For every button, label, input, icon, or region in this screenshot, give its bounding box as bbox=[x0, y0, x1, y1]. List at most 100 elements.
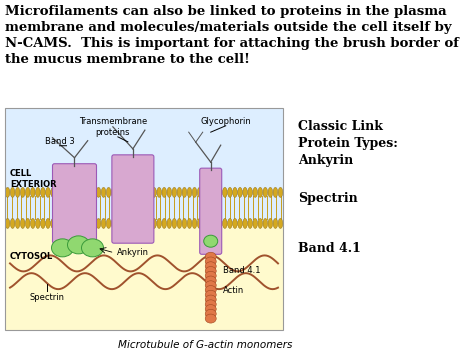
Text: Microfilaments can also be linked to proteins in the plasma
membrane and molecul: Microfilaments can also be linked to pro… bbox=[5, 5, 459, 66]
Ellipse shape bbox=[192, 187, 197, 197]
Ellipse shape bbox=[67, 236, 90, 254]
Ellipse shape bbox=[228, 187, 232, 197]
Ellipse shape bbox=[91, 218, 96, 228]
Ellipse shape bbox=[127, 187, 131, 197]
Ellipse shape bbox=[26, 187, 30, 197]
Ellipse shape bbox=[81, 218, 86, 228]
Ellipse shape bbox=[106, 187, 111, 197]
Ellipse shape bbox=[121, 218, 126, 228]
Text: Band 3: Band 3 bbox=[45, 137, 74, 146]
Ellipse shape bbox=[152, 187, 156, 197]
Ellipse shape bbox=[30, 218, 35, 228]
Ellipse shape bbox=[268, 218, 273, 228]
Ellipse shape bbox=[101, 218, 106, 228]
Text: CYTOSOL: CYTOSOL bbox=[10, 252, 53, 261]
Ellipse shape bbox=[142, 187, 146, 197]
Ellipse shape bbox=[278, 218, 283, 228]
Ellipse shape bbox=[82, 239, 103, 257]
Ellipse shape bbox=[263, 187, 268, 197]
Ellipse shape bbox=[182, 218, 187, 228]
Ellipse shape bbox=[36, 218, 40, 228]
Ellipse shape bbox=[205, 267, 216, 275]
Ellipse shape bbox=[205, 295, 216, 304]
Ellipse shape bbox=[205, 300, 216, 309]
Text: Band 4.1: Band 4.1 bbox=[223, 266, 260, 274]
Ellipse shape bbox=[20, 187, 25, 197]
Ellipse shape bbox=[10, 187, 15, 197]
Ellipse shape bbox=[192, 218, 197, 228]
Text: Spectrin: Spectrin bbox=[298, 192, 358, 205]
Text: Classic Link
Protein Types:
Ankyrin: Classic Link Protein Types: Ankyrin bbox=[298, 120, 398, 167]
Ellipse shape bbox=[56, 187, 60, 197]
Text: Ankyrin: Ankyrin bbox=[117, 248, 148, 257]
FancyBboxPatch shape bbox=[112, 155, 154, 243]
Ellipse shape bbox=[205, 285, 216, 295]
Ellipse shape bbox=[253, 187, 257, 197]
Ellipse shape bbox=[46, 218, 50, 228]
Ellipse shape bbox=[202, 218, 207, 228]
Ellipse shape bbox=[177, 218, 182, 228]
Ellipse shape bbox=[204, 235, 218, 247]
Ellipse shape bbox=[162, 187, 166, 197]
Ellipse shape bbox=[205, 257, 216, 266]
Ellipse shape bbox=[51, 187, 55, 197]
Text: Glycophorin: Glycophorin bbox=[201, 117, 251, 126]
Ellipse shape bbox=[205, 305, 216, 313]
Ellipse shape bbox=[205, 309, 216, 318]
Ellipse shape bbox=[167, 187, 172, 197]
Ellipse shape bbox=[142, 218, 146, 228]
Ellipse shape bbox=[51, 218, 55, 228]
Ellipse shape bbox=[208, 187, 212, 197]
Ellipse shape bbox=[127, 218, 131, 228]
Ellipse shape bbox=[71, 187, 75, 197]
Ellipse shape bbox=[111, 218, 116, 228]
Ellipse shape bbox=[91, 187, 96, 197]
Ellipse shape bbox=[52, 239, 73, 257]
Text: Spectrin: Spectrin bbox=[29, 293, 64, 302]
Ellipse shape bbox=[15, 187, 20, 197]
Ellipse shape bbox=[101, 187, 106, 197]
Ellipse shape bbox=[223, 218, 227, 228]
Ellipse shape bbox=[182, 187, 187, 197]
Ellipse shape bbox=[132, 187, 136, 197]
Ellipse shape bbox=[86, 218, 91, 228]
Ellipse shape bbox=[41, 218, 45, 228]
Ellipse shape bbox=[218, 218, 222, 228]
Ellipse shape bbox=[212, 218, 217, 228]
Ellipse shape bbox=[268, 187, 273, 197]
Ellipse shape bbox=[157, 218, 162, 228]
Ellipse shape bbox=[233, 187, 237, 197]
Ellipse shape bbox=[273, 187, 278, 197]
Ellipse shape bbox=[218, 187, 222, 197]
Ellipse shape bbox=[248, 218, 253, 228]
Ellipse shape bbox=[15, 218, 20, 228]
Ellipse shape bbox=[243, 187, 247, 197]
Ellipse shape bbox=[76, 218, 81, 228]
Ellipse shape bbox=[187, 218, 192, 228]
Ellipse shape bbox=[137, 187, 141, 197]
Ellipse shape bbox=[172, 187, 177, 197]
Ellipse shape bbox=[41, 187, 45, 197]
Text: Band 4.1: Band 4.1 bbox=[298, 242, 361, 255]
Ellipse shape bbox=[61, 187, 65, 197]
Ellipse shape bbox=[26, 218, 30, 228]
Ellipse shape bbox=[147, 218, 151, 228]
Ellipse shape bbox=[5, 187, 10, 197]
Ellipse shape bbox=[162, 218, 166, 228]
Ellipse shape bbox=[205, 281, 216, 290]
Ellipse shape bbox=[121, 187, 126, 197]
Ellipse shape bbox=[10, 218, 15, 228]
Ellipse shape bbox=[238, 218, 242, 228]
Ellipse shape bbox=[106, 218, 111, 228]
Ellipse shape bbox=[205, 290, 216, 299]
Ellipse shape bbox=[46, 187, 50, 197]
Bar bbox=[5, 108, 283, 330]
FancyBboxPatch shape bbox=[53, 164, 97, 243]
Ellipse shape bbox=[212, 187, 217, 197]
Ellipse shape bbox=[86, 187, 91, 197]
Ellipse shape bbox=[117, 218, 121, 228]
Ellipse shape bbox=[197, 218, 202, 228]
Ellipse shape bbox=[258, 187, 263, 197]
Ellipse shape bbox=[223, 187, 227, 197]
Ellipse shape bbox=[61, 218, 65, 228]
